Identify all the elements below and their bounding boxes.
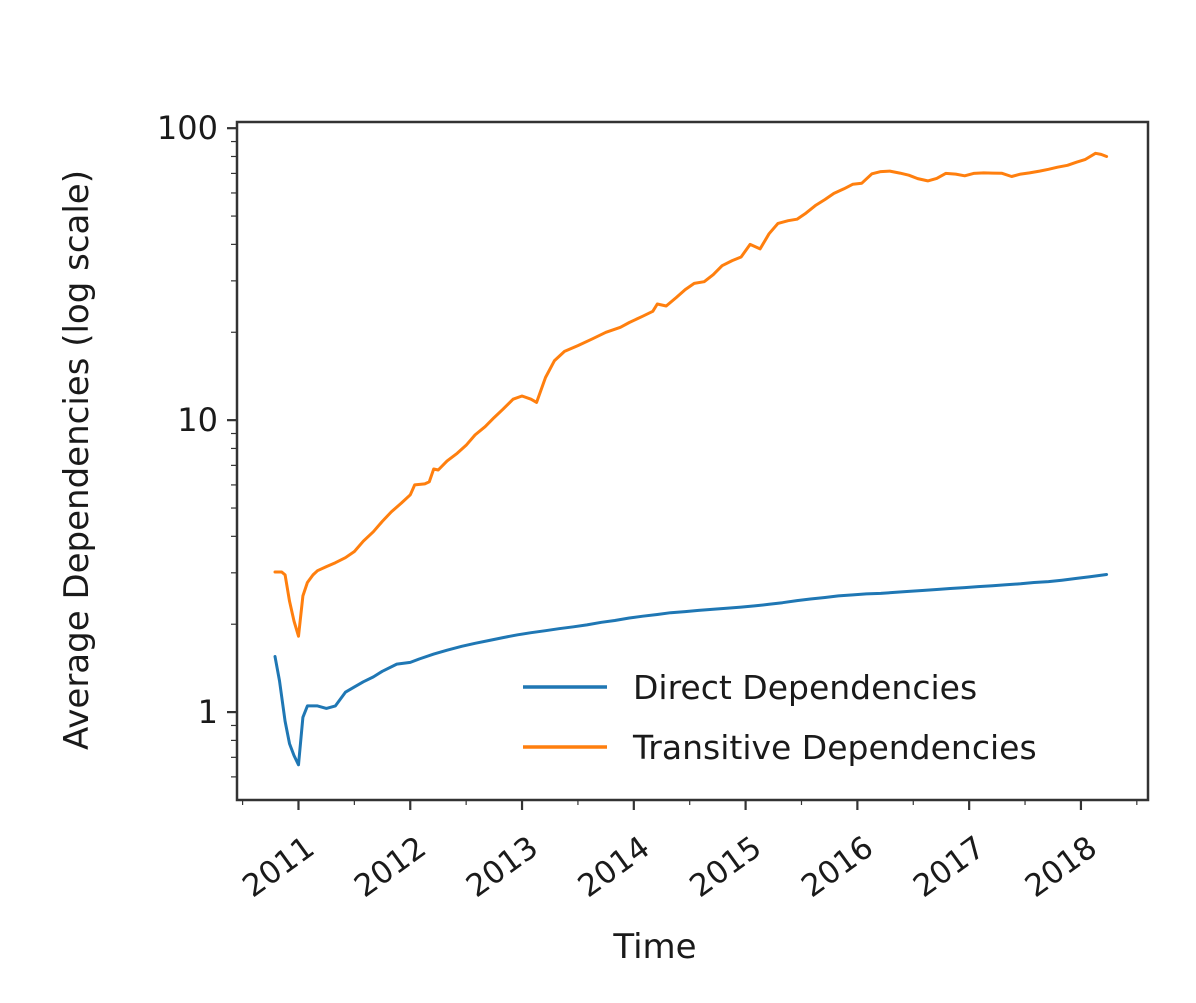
y-tick-label: 10 (177, 401, 218, 439)
legend-direct-label: Direct Dependencies (633, 668, 977, 707)
plot-frame (235, 120, 1150, 802)
x-axis-title: Time (612, 927, 696, 967)
y-tick-label: 100 (157, 109, 218, 147)
x-tick-label: 2014 (572, 829, 657, 905)
x-tick-label: 2011 (236, 829, 321, 905)
x-tick-label: 2018 (1019, 829, 1104, 905)
y-axis: 1 10 100 (157, 109, 237, 778)
series-line-direct (273, 573, 1109, 767)
x-tick-label: 2017 (907, 829, 992, 905)
series-lines (273, 151, 1109, 767)
x-tick-label: 2013 (460, 829, 545, 905)
y-tick-label: 1 (198, 693, 218, 731)
x-tick-label: 2012 (348, 829, 433, 905)
y-axis-title: Average Dependencies (log scale) (57, 170, 97, 750)
x-tick-label: 2015 (683, 829, 768, 905)
series-line-transitive (273, 151, 1109, 638)
legend-transitive-label: Transitive Dependencies (632, 728, 1037, 767)
x-axis: 2011 2012 2013 2014 2015 2016 2017 2018 (236, 800, 1138, 905)
legend: Direct Dependencies Transitive Dependenc… (523, 668, 1037, 767)
x-tick-label: 2016 (795, 829, 880, 905)
